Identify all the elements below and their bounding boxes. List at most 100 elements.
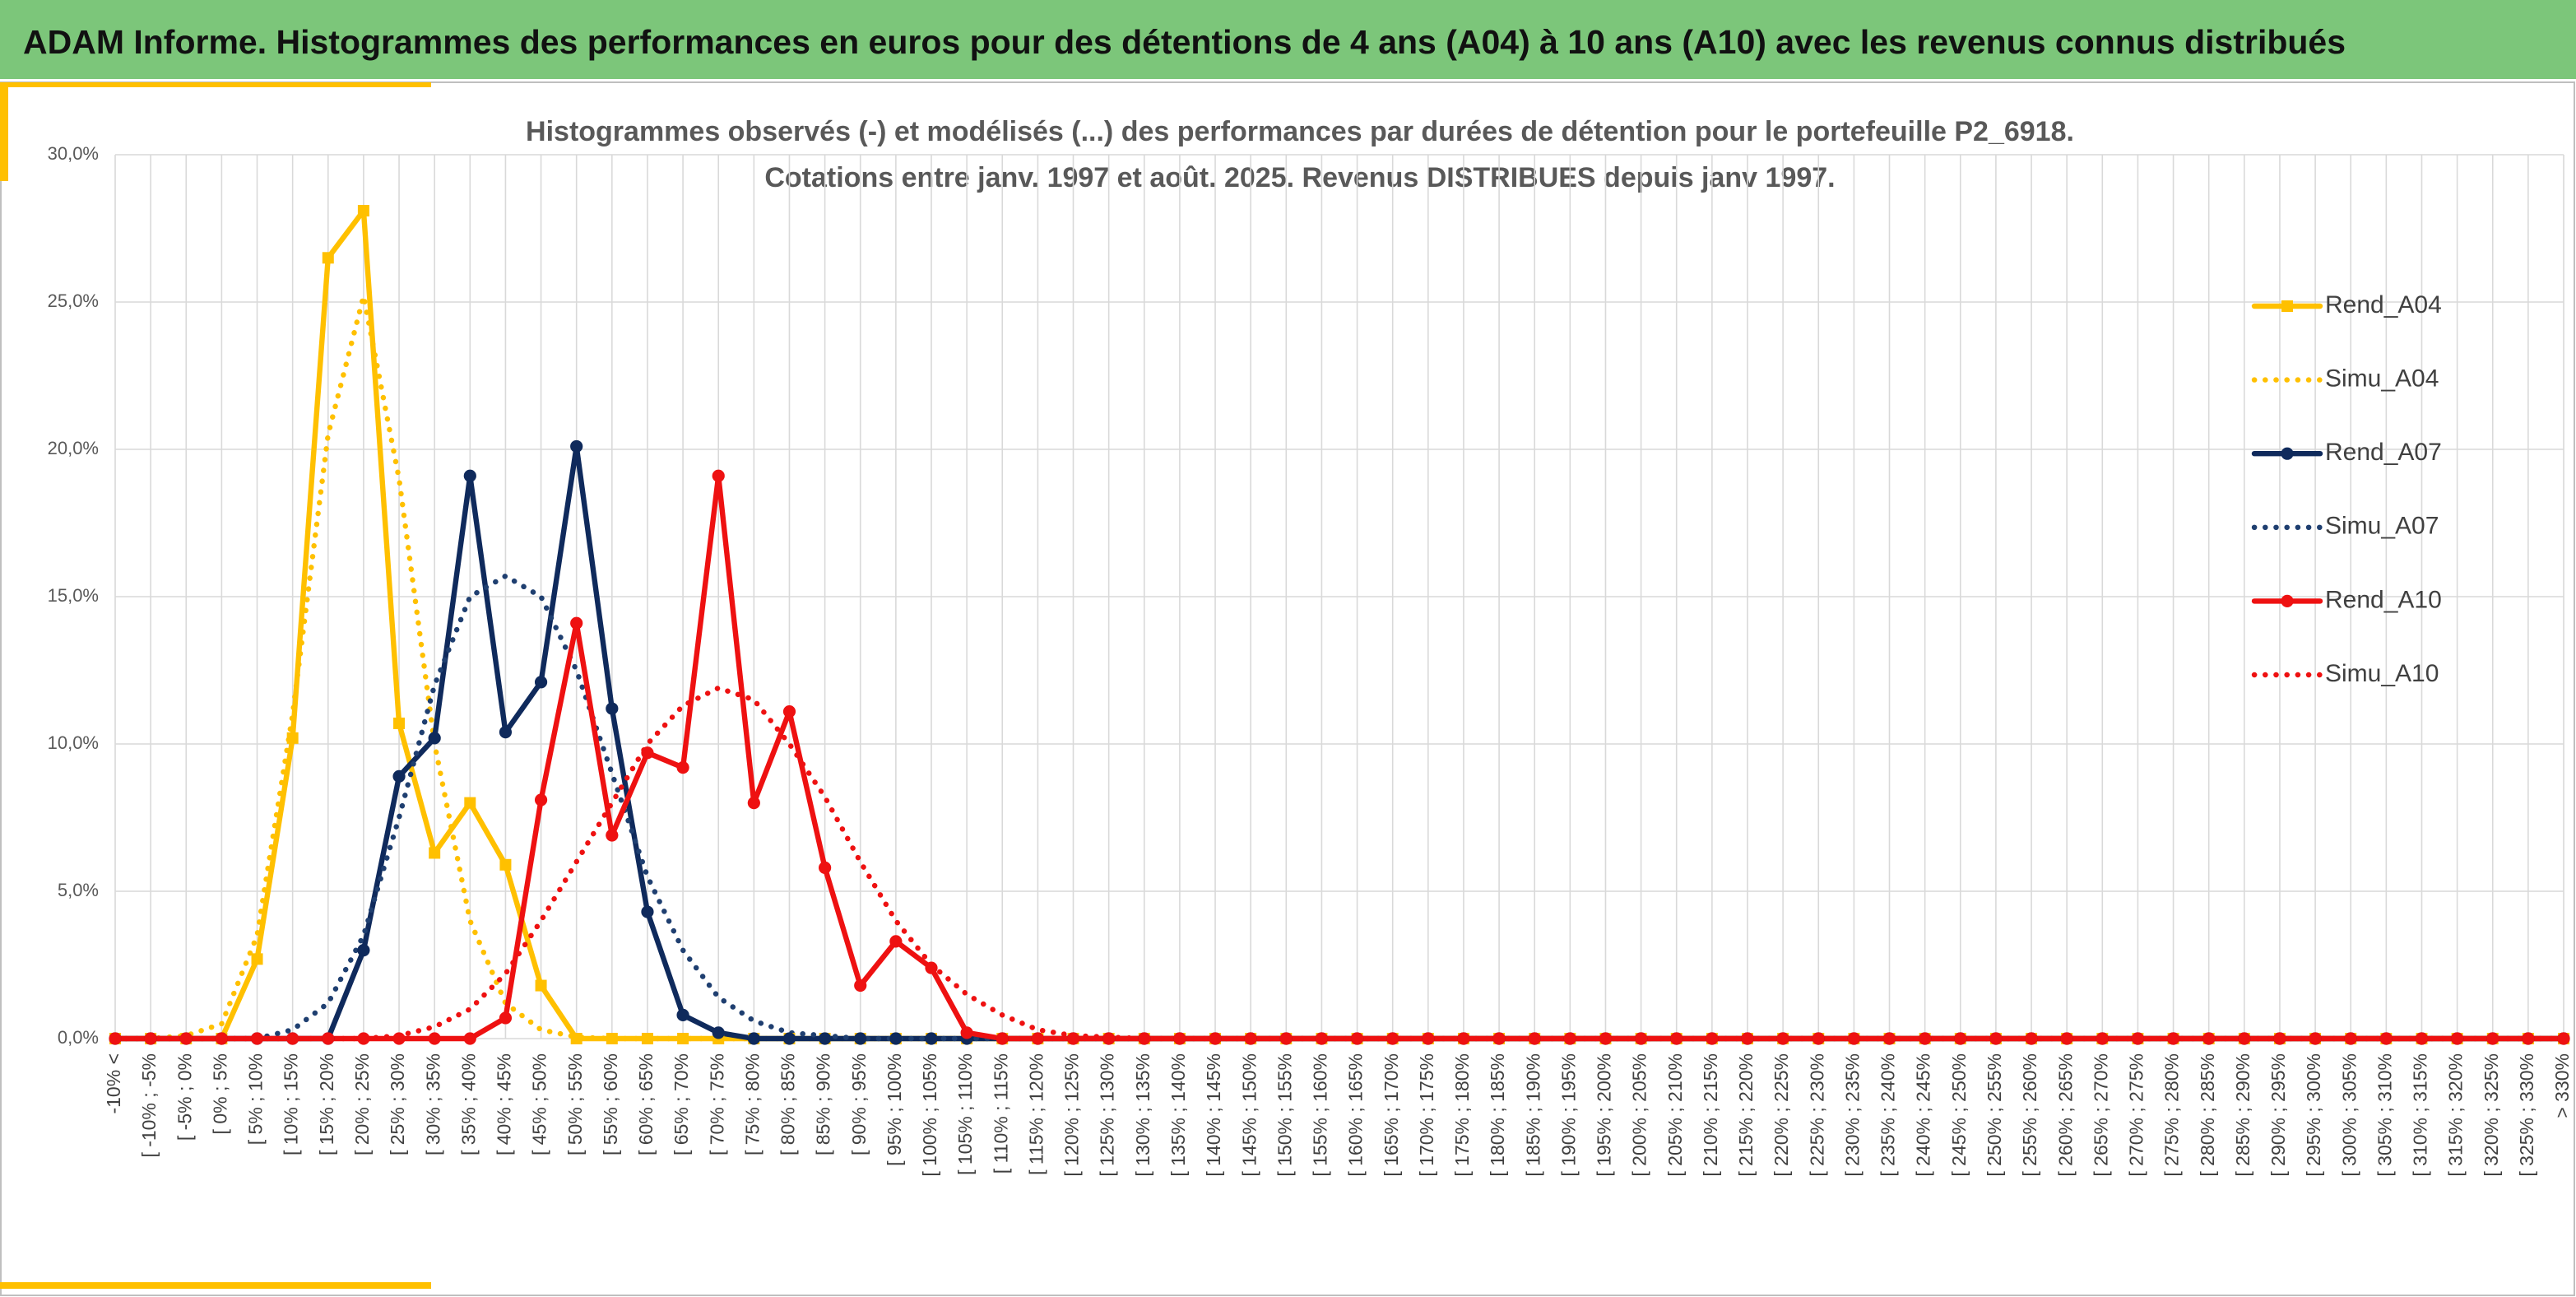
x-tick-label: [ 305% ; 310% [2374, 1053, 2395, 1177]
series-line [112, 295, 2567, 1042]
accent [0, 1282, 431, 1289]
marker [2557, 1032, 2570, 1045]
marker [960, 1026, 973, 1039]
legend-label: Simu_A07 [2325, 513, 2439, 540]
marker [1066, 1032, 1080, 1045]
legend-marker [2281, 300, 2293, 312]
x-tick-label: > 330% [2551, 1053, 2573, 1118]
marker [2522, 1032, 2535, 1045]
legend-label: Rend_A07 [2325, 439, 2442, 466]
marker [1173, 1032, 1186, 1045]
x-tick-label: [ 300% ; 305% [2338, 1053, 2360, 1177]
marker [889, 1032, 903, 1045]
marker [747, 797, 760, 810]
x-tick-label: [ 150% ; 155% [1274, 1053, 1295, 1177]
marker [854, 979, 867, 993]
marker [144, 1032, 157, 1045]
x-tick-label: [ 240% ; 245% [1913, 1053, 1934, 1177]
x-tick-label: [ 15% ; 20% [316, 1053, 337, 1155]
marker [747, 1032, 760, 1045]
y-tick-label: 0,0% [58, 1027, 99, 1048]
marker [570, 616, 583, 630]
y-tick-label: 20,0% [48, 438, 99, 458]
marker [1563, 1032, 1576, 1045]
marker [429, 847, 441, 859]
x-tick-label: [ 160% ; 165% [1345, 1053, 1367, 1177]
marker [606, 1033, 618, 1044]
x-tick-label: [ 40% ; 45% [494, 1053, 515, 1155]
x-tick-label: [ 120% ; 125% [1061, 1053, 1083, 1177]
x-tick-label: [ 275% ; 280% [2161, 1053, 2183, 1177]
marker [1882, 1032, 1896, 1045]
accent [0, 82, 8, 181]
marker [712, 1026, 725, 1039]
marker [782, 705, 796, 718]
marker [534, 676, 548, 689]
marker [819, 861, 832, 874]
x-tick-label: [ 25% ; 30% [387, 1053, 408, 1155]
marker [1847, 1032, 1860, 1045]
marker [2415, 1032, 2429, 1045]
x-tick-label: [ 245% ; 250% [1948, 1053, 1970, 1177]
marker [534, 793, 548, 807]
x-tick-label: [ 125% ; 130% [1097, 1053, 1118, 1177]
x-tick-label: [ 95% ; 100% [884, 1053, 905, 1166]
plot [109, 205, 2570, 1045]
x-tick-label: [ 155% ; 160% [1310, 1053, 1331, 1177]
x-tick-label: [ 250% ; 255% [1984, 1053, 2005, 1177]
header-bar [0, 0, 2576, 79]
y-tick-label: 25,0% [48, 291, 99, 311]
y-tick-label: 10,0% [48, 732, 99, 753]
marker [676, 761, 689, 774]
x-tick-label: [ 210% ; 215% [1700, 1053, 1721, 1177]
x-tick-label: [ 175% ; 180% [1451, 1053, 1473, 1177]
marker [1706, 1032, 1719, 1045]
x-tick-label: [ 295% ; 300% [2303, 1053, 2324, 1177]
marker [1989, 1032, 2003, 1045]
marker [357, 1032, 370, 1045]
marker [1599, 1032, 1613, 1045]
x-tick-label: [ -5% ; 0% [174, 1053, 195, 1141]
x-tick-label: [ 215% ; 220% [1735, 1053, 1757, 1177]
marker [2309, 1032, 2322, 1045]
marker [889, 935, 903, 948]
marker [782, 1032, 796, 1045]
x-tick-label: [ 65% ; 70% [671, 1053, 692, 1155]
marker [1776, 1032, 1789, 1045]
marker [251, 953, 263, 965]
marker [2202, 1032, 2216, 1045]
legend-label: Simu_A10 [2325, 660, 2439, 687]
marker [2379, 1032, 2393, 1045]
marker [357, 205, 369, 217]
x-tick-label: [ 290% ; 295% [2267, 1053, 2289, 1177]
marker [322, 252, 334, 264]
marker [1812, 1032, 1825, 1045]
marker [392, 1032, 406, 1045]
x-tick-label: [ 80% ; 85% [777, 1053, 799, 1155]
x-tick-label: [ 195% ; 200% [1594, 1053, 1615, 1177]
x-tick-label: [ 170% ; 175% [1416, 1053, 1437, 1177]
x-tick-label: [ 180% ; 185% [1487, 1053, 1508, 1177]
marker [1635, 1032, 1648, 1045]
marker [1386, 1032, 1399, 1045]
marker [499, 858, 512, 871]
marker [1741, 1032, 1754, 1045]
marker [996, 1032, 1009, 1045]
marker [1244, 1032, 1257, 1045]
x-tick-label: [ 200% ; 205% [1629, 1053, 1650, 1177]
y-tick-label: 5,0% [58, 880, 99, 900]
marker [1492, 1032, 1506, 1045]
x-tick-label: [ 260% ; 265% [2054, 1053, 2076, 1177]
legend-label: Simu_A04 [2325, 365, 2439, 393]
legend-label: Rend_A10 [2325, 586, 2442, 613]
marker [2166, 1032, 2180, 1045]
x-tick-label: [ 20% ; 25% [351, 1053, 373, 1155]
x-tick-label: [ 135% ; 140% [1167, 1053, 1189, 1177]
x-tick-label: [ 110% ; 115% [990, 1053, 1011, 1174]
legend-marker [2281, 594, 2294, 608]
x-tick-label: [ 310% ; 315% [2410, 1053, 2431, 1177]
marker [1670, 1032, 1683, 1045]
marker [428, 1032, 441, 1045]
